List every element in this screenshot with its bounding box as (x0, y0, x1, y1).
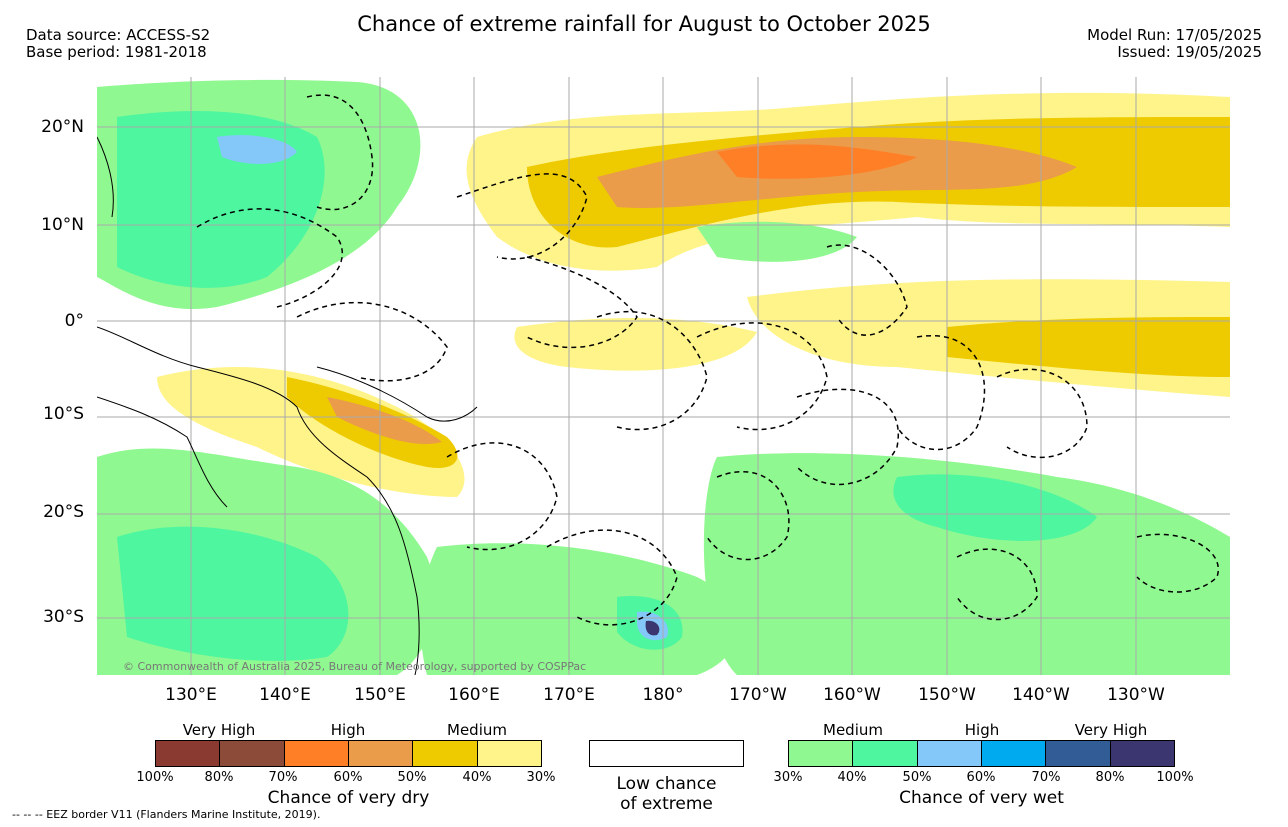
lat-label: 10°S (43, 404, 84, 424)
dry-color-swatch (156, 741, 221, 766)
dry-category-label: High (330, 721, 366, 739)
wet-tick-label: 70% (1031, 770, 1061, 785)
rainfall-map (97, 77, 1230, 675)
lat-label: 10°N (41, 215, 84, 235)
wet-category-label: High (964, 721, 1000, 739)
model-run: Model Run: 17/05/2025 (1087, 26, 1262, 44)
base-period: Base period: 1981-2018 (26, 43, 207, 61)
dry-tick-label: 30% (526, 770, 556, 785)
coastlines (97, 136, 478, 675)
lat-label: 20°N (41, 117, 84, 137)
data-source: Data source: ACCESS-S2 (26, 26, 211, 44)
lon-label: 170°E (543, 685, 595, 705)
dry-tick-label: 60% (333, 770, 363, 785)
wet-tick-label: 50% (902, 770, 932, 785)
dry-tick-label: 100% (136, 770, 174, 785)
wet-color-swatch (981, 741, 1047, 766)
graticule (97, 77, 1230, 675)
dry-category-label: Medium (447, 721, 507, 739)
dry-tick-label: 70% (268, 770, 298, 785)
lon-label: 150°E (354, 685, 406, 705)
dry-tick-label: 50% (397, 770, 427, 785)
wet-color-swatch (1046, 741, 1111, 766)
low-chance-line1: Low chance (616, 774, 717, 794)
wet-tick-label: 80% (1095, 770, 1125, 785)
issued-date: Issued: 19/05/2025 (1117, 43, 1262, 61)
copyright-notice: © Commonwealth of Australia 2025, Bureau… (123, 660, 587, 673)
lon-label: 150°W (918, 685, 976, 705)
wet-color-swatch (1110, 741, 1174, 766)
lon-label: 160°W (823, 685, 881, 705)
lat-label: 30°S (43, 607, 84, 627)
low-chance-label: Low chance of extreme (589, 774, 744, 814)
dry-regions (157, 92, 1230, 497)
lon-label: 130°W (1107, 685, 1165, 705)
map-title: Chance of extreme rainfall for August to… (357, 12, 931, 36)
wet-color-swatch (853, 741, 918, 766)
wet-tick-label: 100% (1156, 770, 1194, 785)
lon-label: 140°E (259, 685, 311, 705)
lon-label: 180° (642, 685, 684, 705)
dry-tick-label: 40% (462, 770, 492, 785)
wet-category-label: Medium (823, 721, 883, 739)
eez-borders (196, 94, 1220, 626)
wet-color-swatch (789, 741, 854, 766)
dry-category-label: Very High (182, 721, 256, 739)
dry-colorbar (155, 740, 542, 767)
source-info: Data source: ACCESS-S2 Base period: 1981… (26, 27, 210, 61)
dry-caption: Chance of very dry (267, 788, 430, 808)
wet-category-label: Very High (1074, 721, 1148, 739)
lon-label: 140°W (1012, 685, 1070, 705)
dry-color-swatch (284, 741, 349, 766)
wet-tick-label: 30% (773, 770, 803, 785)
lon-label: 160°E (448, 685, 500, 705)
dry-color-swatch (220, 741, 285, 766)
wet-regions (97, 79, 1230, 675)
low-chance-swatch (589, 740, 744, 767)
dry-color-swatch (477, 741, 541, 766)
run-info: Model Run: 17/05/2025 Issued: 19/05/2025 (1087, 27, 1262, 61)
lat-label: 20°S (43, 502, 84, 522)
wet-color-swatch (917, 741, 982, 766)
eez-note: -- -- -- EEZ border V11 (Flanders Marine… (12, 808, 321, 821)
wet-caption: Chance of very wet (899, 788, 1064, 808)
lat-label: 0° (64, 311, 84, 331)
dry-color-swatch (413, 741, 478, 766)
lon-label: 130°E (165, 685, 217, 705)
low-chance-line2: of extreme (620, 794, 713, 814)
wet-tick-label: 60% (966, 770, 996, 785)
dry-tick-label: 80% (204, 770, 234, 785)
lon-label: 170°W (729, 685, 787, 705)
dry-color-swatch (348, 741, 414, 766)
wet-tick-label: 40% (837, 770, 867, 785)
wet-colorbar (788, 740, 1175, 767)
